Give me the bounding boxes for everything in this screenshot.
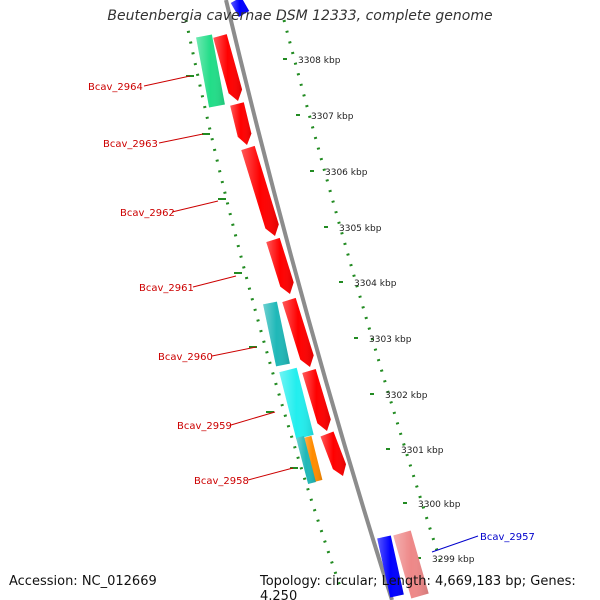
cds-arrow-bcav-2958-shade [320,431,346,476]
gene-label: Bcav_2960 [158,352,213,363]
map-title: Beutenbergia cavernae DSM 12333, complet… [107,8,493,24]
cds-block-top-blue-shade [230,0,250,17]
accession-text: Accession: NC_012669 [9,574,157,589]
gene-label: Bcav_2964 [88,82,143,93]
topology-summary: Topology: circular; Length: 4,669,183 bp… [260,574,576,600]
genome-backbone [224,0,394,600]
kbp-label: 3300 kbp [418,500,461,510]
gene-label: Bcav_2961 [139,283,194,294]
cds-arrow-bcav-2959-shade [302,369,331,431]
gene-label-connector [247,467,294,481]
gene-label: Bcav_2957 [480,532,535,543]
kbp-label: 3302 kbp [385,391,428,401]
gene-label: Bcav_2963 [103,139,158,150]
cds-arrow-bcav-2961-shade [266,237,294,294]
cds-arrow-bcav-2962-shade [241,145,279,236]
cds-arrow-bcav-2963-shade [230,102,252,145]
kbp-label: 3304 kbp [354,279,397,289]
feature-bar-green-shade [196,34,225,108]
gene-label-connector [192,275,237,288]
gene-label: Bcav_2959 [177,421,232,432]
gene-label-connector [171,200,219,213]
map-layer: 3308 kbp 3307 kbp 3306 kbp 3305 kbp 3304 kbp… [88,0,535,600]
kbp-label: 3303 kbp [369,335,412,345]
gene-label-connector [230,411,276,426]
gene-label-connector [158,133,204,144]
cds-arrow-bcav-2964-shade [213,34,243,101]
kbp-label: 3299 kbp [432,555,475,565]
gene-label-connector [431,535,479,553]
feature-bar-teal-shade [263,301,290,367]
kbp-label: 3306 kbp [325,168,368,178]
kbp-label: 3307 kbp [311,112,354,122]
feature-bar-cyan-shade [279,367,314,440]
kbp-label: 3308 kbp [298,56,341,66]
feature-bar-orange-shade [302,435,323,483]
kbp-label: 3305 kbp [339,224,382,234]
gene-label-connector [143,75,191,87]
gene-label: Bcav_2962 [120,208,175,219]
feature-bar-teal-small-shade [296,436,316,484]
kbp-label: 3301 kbp [401,446,444,456]
cds-block-pink-shade [393,530,429,599]
cds-block-bcav-2957-blue-shade [377,535,404,598]
gene-label-connector [211,346,257,357]
cds-arrow-bcav-2960-shade [282,297,314,367]
gene-label: Bcav_2958 [194,476,249,487]
